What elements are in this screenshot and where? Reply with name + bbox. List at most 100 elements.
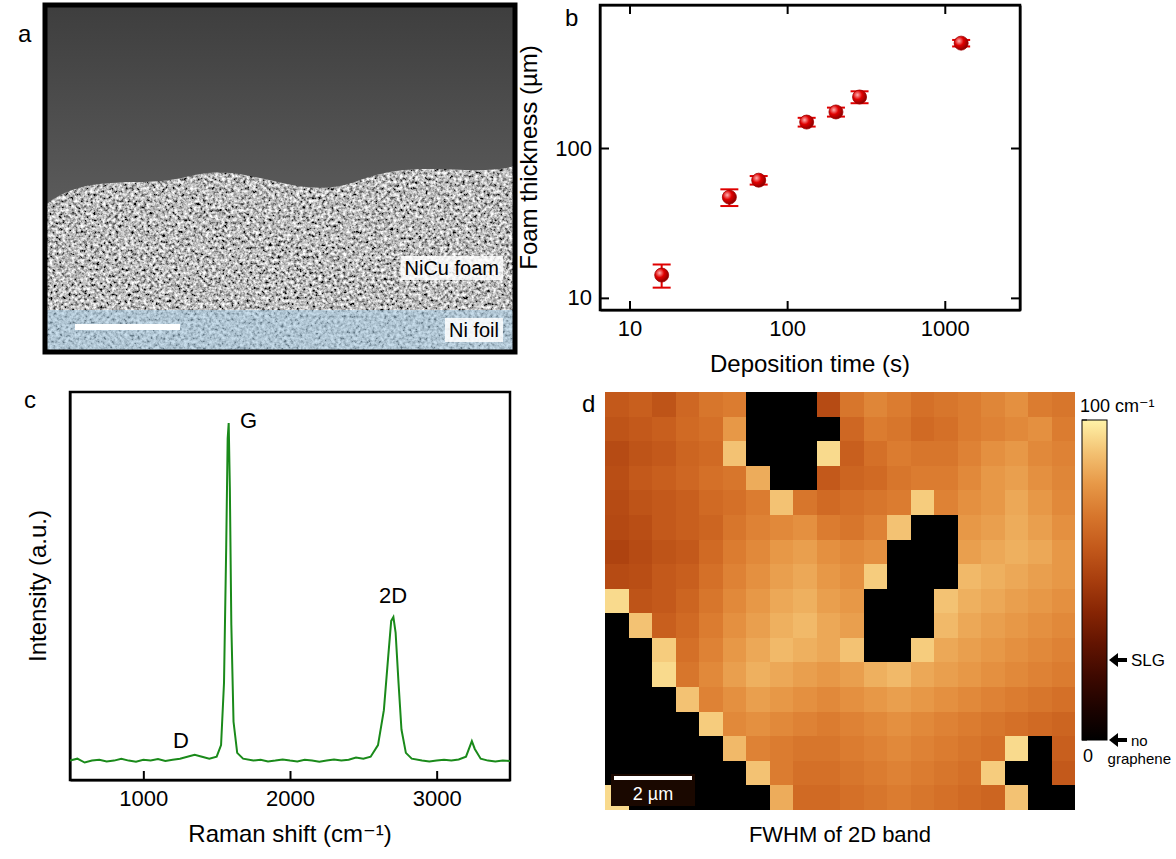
map-cell [817, 712, 841, 737]
map-cell [770, 613, 794, 638]
tick-mark [629, 301, 631, 310]
map-cell [770, 712, 794, 737]
axis-title: Raman shift (cm⁻¹) [188, 820, 391, 847]
map-cell [605, 638, 629, 663]
map-cell [676, 687, 700, 712]
map-cell [1005, 441, 1029, 466]
map-cell [1028, 564, 1052, 589]
map-cell [1052, 736, 1076, 761]
map-cell [793, 540, 817, 565]
map-cell [1028, 712, 1052, 737]
map-cell [652, 441, 676, 466]
map-cell [770, 441, 794, 466]
map-cell [723, 785, 747, 810]
map-cell [1005, 490, 1029, 515]
map-cell [911, 736, 935, 761]
map-cell [934, 712, 958, 737]
map-cell [1005, 466, 1029, 491]
map-cell [746, 687, 770, 712]
map-cell [840, 540, 864, 565]
map-cell [629, 466, 653, 491]
tick: 1000 [921, 301, 970, 341]
map-cell [911, 392, 935, 417]
map-cell [817, 564, 841, 589]
map-cell [958, 712, 982, 737]
map-cell [817, 441, 841, 466]
map-cell [1028, 761, 1052, 786]
map-cell [887, 515, 911, 540]
tick-mark [787, 5, 789, 14]
map-cell [605, 540, 629, 565]
map-cell [605, 687, 629, 712]
map-cell [934, 736, 958, 761]
color-bar-marker [1109, 733, 1127, 747]
tick-mark [629, 5, 631, 14]
color-bar-tick [1082, 740, 1087, 741]
map-cell [864, 761, 888, 786]
map-cell [887, 613, 911, 638]
map-cell [699, 589, 723, 614]
error-bar [653, 264, 671, 287]
map-cell [887, 736, 911, 761]
color-bar-label: 100 cm⁻¹ [1080, 396, 1155, 416]
map-cell [840, 662, 864, 687]
panel-a: aNiCu foamNi foil [18, 5, 515, 352]
tick: 100 [769, 301, 806, 341]
map-cell [981, 490, 1005, 515]
map-cell [817, 662, 841, 687]
tick-mark [436, 771, 438, 780]
map-cell [1028, 441, 1052, 466]
map-cell [934, 540, 958, 565]
panel-c: 100020003000G2DDRaman shift (cm⁻¹)Intens… [24, 386, 511, 847]
data-point [752, 173, 766, 187]
map-cell [676, 540, 700, 565]
map-cell [887, 785, 911, 810]
map-cell [746, 761, 770, 786]
map-cell [699, 662, 723, 687]
map-cell [676, 466, 700, 491]
map-cell [1028, 392, 1052, 417]
map-cell [934, 466, 958, 491]
map-cell [676, 589, 700, 614]
marker-arrow-head [1109, 653, 1118, 667]
map-cell [699, 687, 723, 712]
map-cell [699, 564, 723, 589]
map-cell [1052, 564, 1076, 589]
map-cell [629, 417, 653, 442]
tick: 10 [568, 285, 609, 310]
map-cell [887, 540, 911, 565]
map-cell [958, 662, 982, 687]
map-cell [817, 736, 841, 761]
tick-mark [600, 297, 609, 299]
map-cell [981, 417, 1005, 442]
map-cell [1052, 589, 1076, 614]
map-cells [605, 392, 1075, 810]
map-cell [699, 417, 723, 442]
map-cell [911, 466, 935, 491]
map-cell [840, 687, 864, 712]
map-cell [793, 638, 817, 663]
map-cell [1005, 515, 1029, 540]
map-cell [652, 540, 676, 565]
map-cell [887, 392, 911, 417]
map-cell [817, 540, 841, 565]
map-cell [629, 589, 653, 614]
map-cell [1052, 466, 1076, 491]
map-cell [652, 613, 676, 638]
peak-label: 2D [379, 583, 407, 608]
map-cell [723, 638, 747, 663]
label-box [445, 318, 503, 342]
map-cell [1028, 687, 1052, 712]
map-cell [1052, 613, 1076, 638]
map-cell [1028, 785, 1052, 810]
map-cell [699, 540, 723, 565]
error-bar-cap [720, 205, 738, 207]
map-cell [699, 490, 723, 515]
map-cell [605, 564, 629, 589]
map-cell [746, 466, 770, 491]
map-cell [958, 613, 982, 638]
map-cell [746, 490, 770, 515]
spectrum-line [70, 423, 510, 762]
map-cell [911, 564, 935, 589]
panel-label: d [582, 390, 595, 417]
